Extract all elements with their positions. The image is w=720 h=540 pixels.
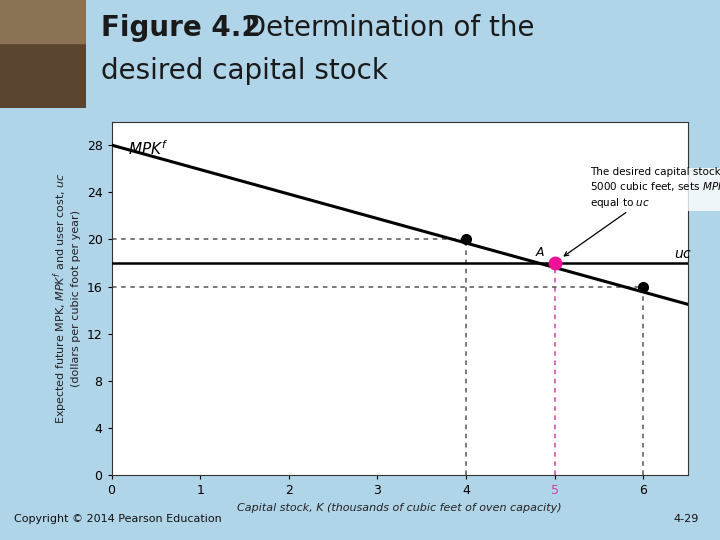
Text: desired capital stock: desired capital stock — [101, 57, 387, 85]
Text: Figure 4.2: Figure 4.2 — [101, 14, 261, 42]
X-axis label: Capital stock, K (thousands of cubic feet of oven capacity): Capital stock, K (thousands of cubic fee… — [238, 503, 562, 513]
Y-axis label: Expected future MPK, $MPK^f$ and user cost, $uc$
(dollars per cubic foot per yea: Expected future MPK, $MPK^f$ and user co… — [51, 172, 81, 424]
Text: 4-29: 4-29 — [673, 515, 698, 524]
Text: Determination of the: Determination of the — [227, 14, 534, 42]
Text: A: A — [535, 246, 544, 259]
Text: $uc$: $uc$ — [675, 247, 693, 261]
Text: $MPK^f$: $MPK^f$ — [127, 139, 168, 158]
Text: The desired capital stock,
5000 cubic feet, sets $MPK^f$
equal to $uc$: The desired capital stock, 5000 cubic fe… — [564, 167, 720, 256]
Bar — [0, 0, 86, 43]
Text: Copyright © 2014 Pearson Education: Copyright © 2014 Pearson Education — [14, 515, 222, 524]
